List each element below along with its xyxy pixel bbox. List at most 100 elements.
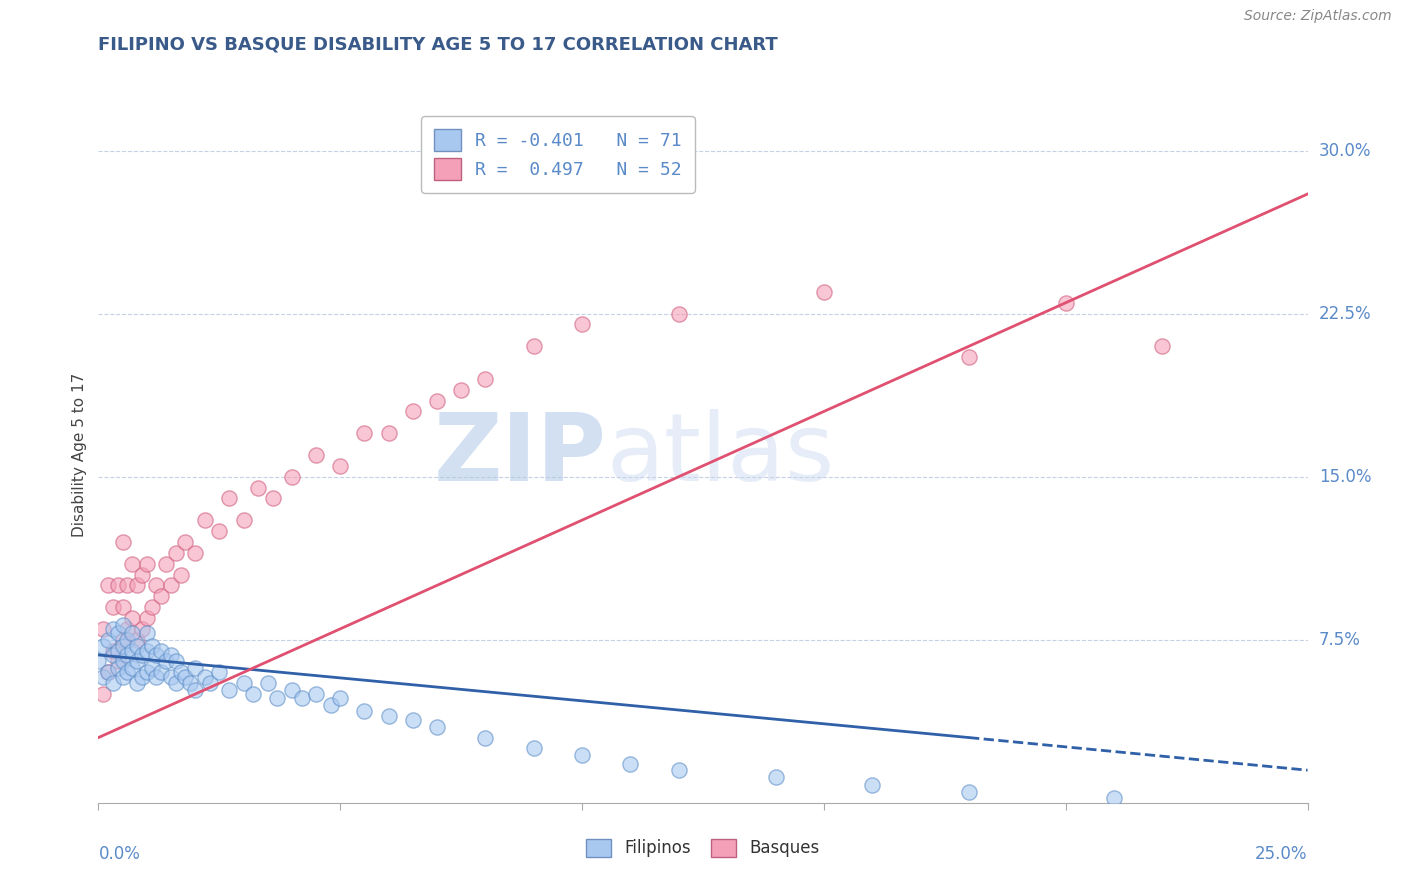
- Point: [474, 731, 496, 745]
- Point: [198, 676, 221, 690]
- Point: [218, 682, 240, 697]
- Point: [208, 665, 231, 680]
- Point: [107, 655, 129, 669]
- Text: 30.0%: 30.0%: [1319, 142, 1371, 160]
- Point: [160, 648, 183, 662]
- Text: 25.0%: 25.0%: [1256, 845, 1308, 863]
- Point: [91, 639, 114, 653]
- Point: [127, 676, 149, 690]
- Text: FILIPINO VS BASQUE DISABILITY AGE 5 TO 17 CORRELATION CHART: FILIPINO VS BASQUE DISABILITY AGE 5 TO 1…: [98, 36, 778, 54]
- Point: [184, 661, 207, 675]
- Point: [101, 643, 124, 657]
- Point: [290, 691, 312, 706]
- Point: [402, 404, 425, 418]
- Point: [571, 318, 593, 332]
- Point: [127, 578, 149, 592]
- Point: [121, 626, 143, 640]
- Point: [107, 626, 129, 640]
- Point: [174, 670, 197, 684]
- Point: [165, 676, 187, 690]
- Point: [117, 622, 139, 636]
- Point: [127, 639, 149, 653]
- Point: [262, 491, 284, 506]
- Point: [91, 687, 114, 701]
- Point: [281, 469, 304, 483]
- Point: [150, 665, 173, 680]
- Point: [145, 648, 167, 662]
- Point: [169, 567, 191, 582]
- Point: [111, 600, 134, 615]
- Point: [305, 687, 328, 701]
- Point: [353, 705, 375, 719]
- Point: [91, 622, 114, 636]
- Point: [107, 661, 129, 675]
- Point: [135, 643, 157, 657]
- Point: [111, 639, 134, 653]
- Point: [117, 648, 139, 662]
- Text: 15.0%: 15.0%: [1319, 467, 1371, 485]
- Point: [141, 661, 163, 675]
- Point: [121, 611, 143, 625]
- Point: [329, 458, 352, 473]
- Point: [668, 307, 690, 321]
- Point: [184, 682, 207, 697]
- Point: [135, 611, 157, 625]
- Text: ZIP: ZIP: [433, 409, 606, 501]
- Point: [87, 655, 110, 669]
- Legend: Filipinos, Basques: Filipinos, Basques: [579, 832, 827, 864]
- Point: [668, 763, 690, 777]
- Point: [121, 661, 143, 675]
- Point: [813, 285, 835, 299]
- Point: [165, 655, 187, 669]
- Point: [101, 676, 124, 690]
- Text: 0.0%: 0.0%: [98, 845, 141, 863]
- Point: [184, 546, 207, 560]
- Point: [111, 632, 134, 647]
- Point: [232, 676, 254, 690]
- Point: [305, 448, 328, 462]
- Point: [150, 643, 173, 657]
- Point: [256, 676, 278, 690]
- Point: [111, 617, 134, 632]
- Point: [97, 665, 120, 680]
- Point: [174, 535, 197, 549]
- Point: [402, 713, 425, 727]
- Point: [160, 670, 183, 684]
- Y-axis label: Disability Age 5 to 17: Disability Age 5 to 17: [72, 373, 87, 537]
- Point: [1054, 295, 1077, 310]
- Point: [281, 682, 304, 697]
- Point: [121, 643, 143, 657]
- Text: atlas: atlas: [606, 409, 835, 501]
- Point: [860, 778, 883, 792]
- Point: [1152, 339, 1174, 353]
- Point: [266, 691, 288, 706]
- Point: [135, 557, 157, 571]
- Point: [957, 785, 980, 799]
- Point: [97, 632, 120, 647]
- Point: [131, 648, 153, 662]
- Point: [111, 655, 134, 669]
- Point: [101, 600, 124, 615]
- Point: [247, 481, 270, 495]
- Point: [131, 567, 153, 582]
- Point: [135, 626, 157, 640]
- Point: [523, 339, 546, 353]
- Point: [101, 648, 124, 662]
- Point: [111, 535, 134, 549]
- Point: [169, 665, 191, 680]
- Point: [155, 557, 177, 571]
- Point: [107, 643, 129, 657]
- Point: [117, 665, 139, 680]
- Point: [377, 708, 399, 723]
- Point: [160, 578, 183, 592]
- Point: [426, 393, 449, 408]
- Point: [117, 578, 139, 592]
- Point: [145, 578, 167, 592]
- Point: [957, 350, 980, 364]
- Point: [765, 770, 787, 784]
- Point: [141, 639, 163, 653]
- Point: [523, 741, 546, 756]
- Point: [165, 546, 187, 560]
- Point: [450, 383, 472, 397]
- Point: [319, 698, 342, 712]
